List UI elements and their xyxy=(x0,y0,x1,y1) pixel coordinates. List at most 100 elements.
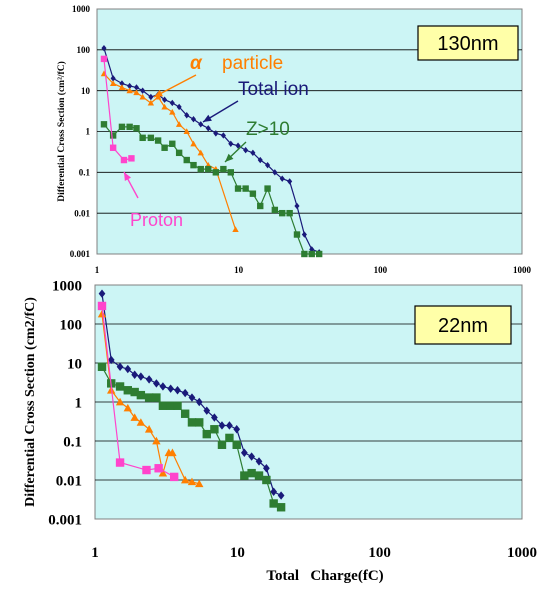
data-point xyxy=(220,132,226,139)
y-axis-label: Differential Cross Section (cm2/fC) xyxy=(23,297,38,507)
data-point xyxy=(118,123,126,131)
data-point xyxy=(161,144,168,151)
data-point xyxy=(242,185,249,192)
data-point xyxy=(212,169,220,176)
series-total-ion xyxy=(101,44,322,256)
data-point xyxy=(183,156,190,164)
data-point xyxy=(270,487,278,496)
data-point xyxy=(144,425,154,433)
data-point xyxy=(109,132,117,139)
data-point xyxy=(127,82,133,90)
data-point xyxy=(159,382,167,391)
series-z-10 xyxy=(100,121,323,258)
node-label: 130nm xyxy=(437,33,498,55)
data-point xyxy=(131,370,139,379)
x-tick-label: 1000 xyxy=(507,545,537,561)
data-point xyxy=(195,479,204,488)
x-tick-label: 1000 xyxy=(513,265,532,275)
x-tick-label: 10 xyxy=(230,545,245,561)
data-point xyxy=(255,457,263,466)
data-point xyxy=(202,429,211,439)
data-point xyxy=(269,499,278,508)
data-point xyxy=(176,103,182,111)
data-point xyxy=(109,80,117,87)
data-point xyxy=(126,123,133,131)
x-tick-label: 1 xyxy=(91,545,99,561)
data-point xyxy=(139,134,146,142)
x-tick-label: 10 xyxy=(234,265,244,275)
data-point xyxy=(97,362,107,371)
data-point xyxy=(183,128,190,135)
data-point xyxy=(98,289,106,298)
data-point xyxy=(169,99,175,107)
data-point xyxy=(190,140,197,147)
node-label-box xyxy=(414,305,512,345)
y-tick-label: 10 xyxy=(81,86,91,96)
data-point xyxy=(248,452,255,461)
data-point xyxy=(100,121,108,128)
data-point xyxy=(110,75,116,82)
data-point xyxy=(187,418,197,427)
data-point xyxy=(279,175,285,182)
annotation-label: Total ion xyxy=(238,79,309,100)
x-tick-label: 1 xyxy=(95,265,100,275)
y-tick-label: 0.1 xyxy=(79,167,91,177)
data-point xyxy=(175,121,183,127)
data-point xyxy=(228,140,234,147)
y-tick-label: 1 xyxy=(75,395,83,411)
y-tick-label: 0.01 xyxy=(56,473,82,489)
y-tick-label: 1000 xyxy=(52,278,82,294)
data-point xyxy=(137,372,145,381)
data-point xyxy=(205,165,212,173)
node-label: 22nm xyxy=(438,315,488,337)
data-point xyxy=(254,471,264,480)
data-point xyxy=(234,185,242,192)
data-point xyxy=(174,386,181,395)
data-point xyxy=(315,250,323,258)
data-point xyxy=(240,471,249,480)
annotation-label: Z>10 xyxy=(246,119,290,140)
data-point xyxy=(197,165,204,173)
data-point xyxy=(124,364,132,374)
data-point xyxy=(257,202,264,210)
data-point xyxy=(277,491,285,500)
data-point xyxy=(195,397,203,407)
data-point xyxy=(161,103,168,110)
data-point xyxy=(187,477,197,486)
data-point xyxy=(128,155,135,162)
annotation-label: Proton xyxy=(130,210,183,230)
data-point xyxy=(265,161,271,169)
data-point xyxy=(154,93,162,100)
data-point xyxy=(184,112,190,119)
data-point xyxy=(197,149,204,156)
data-point xyxy=(195,418,204,427)
data-point xyxy=(190,116,197,123)
data-point xyxy=(136,418,146,426)
data-point xyxy=(153,379,160,388)
data-point xyxy=(188,393,196,402)
data-point xyxy=(139,93,146,100)
data-point xyxy=(240,448,248,457)
y-tick-label: 0.1 xyxy=(63,434,82,450)
data-point xyxy=(147,99,155,106)
data-point xyxy=(107,355,115,365)
data-point xyxy=(232,440,241,449)
data-point xyxy=(257,156,263,164)
data-point xyxy=(115,382,125,391)
y-tick-label: 0.001 xyxy=(48,512,82,528)
x-axis-label: Total Charge(fC) xyxy=(266,568,383,584)
data-point xyxy=(279,209,286,217)
node-label-box xyxy=(417,25,519,61)
data-point xyxy=(180,409,190,418)
data-point xyxy=(115,458,125,467)
data-point xyxy=(264,185,271,192)
y-axis-label: Differential Cross Section (cm²/fC) xyxy=(56,61,67,201)
data-point xyxy=(249,190,257,197)
data-point xyxy=(169,108,176,115)
data-point xyxy=(126,87,133,94)
y-tick-label: 1 xyxy=(86,127,91,137)
data-point xyxy=(166,401,175,410)
data-point xyxy=(168,448,177,457)
data-point xyxy=(173,401,182,410)
data-point xyxy=(272,169,278,176)
